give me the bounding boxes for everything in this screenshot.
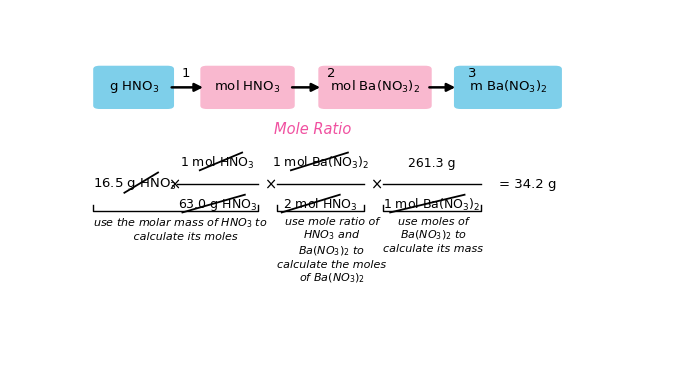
Text: 1 mol HNO$_3$: 1 mol HNO$_3$ (181, 155, 255, 171)
Text: 2: 2 (328, 67, 336, 80)
Text: m Ba(NO$_3$)$_2$: m Ba(NO$_3$)$_2$ (469, 79, 547, 95)
Text: $\times$: $\times$ (264, 177, 276, 192)
FancyBboxPatch shape (318, 66, 432, 109)
Text: Mole Ratio: Mole Ratio (274, 122, 351, 137)
Text: mol Ba(NO$_3$)$_2$: mol Ba(NO$_3$)$_2$ (330, 79, 420, 95)
Text: 1 mol Ba(NO$_3$)$_2$: 1 mol Ba(NO$_3$)$_2$ (384, 197, 481, 214)
Text: use the molar mass of $HNO_3$ to
   calculate its moles: use the molar mass of $HNO_3$ to calcula… (93, 217, 267, 242)
FancyBboxPatch shape (93, 66, 174, 109)
Text: $\times$: $\times$ (370, 177, 382, 192)
FancyBboxPatch shape (454, 66, 562, 109)
Text: mol HNO$_3$: mol HNO$_3$ (214, 79, 281, 95)
Text: 2 mol HNO$_3$: 2 mol HNO$_3$ (284, 197, 358, 214)
Text: $\times$: $\times$ (168, 177, 181, 192)
Text: g HNO$_3$: g HNO$_3$ (108, 79, 159, 95)
Text: 1 mol Ba(NO$_3$)$_2$: 1 mol Ba(NO$_3$)$_2$ (272, 155, 370, 171)
Text: use mole ratio of
$HNO_3$ and
$Ba(NO_3)_2$ to
calculate the moles
of $Ba(NO_3)_2: use mole ratio of $HNO_3$ and $Ba(NO_3)_… (277, 217, 386, 285)
Text: = 34.2 g: = 34.2 g (498, 178, 556, 191)
Text: 3: 3 (468, 67, 477, 80)
Text: 1: 1 (181, 67, 190, 80)
Text: 261.3 g: 261.3 g (408, 157, 456, 170)
FancyBboxPatch shape (200, 66, 295, 109)
Text: 16.5 g HNO$_3$: 16.5 g HNO$_3$ (93, 176, 177, 192)
Text: 63.0 g HNO$_3$: 63.0 g HNO$_3$ (178, 197, 258, 214)
Text: use moles of
$Ba(NO_3)_2$ to
calculate its mass: use moles of $Ba(NO_3)_2$ to calculate i… (383, 217, 483, 254)
